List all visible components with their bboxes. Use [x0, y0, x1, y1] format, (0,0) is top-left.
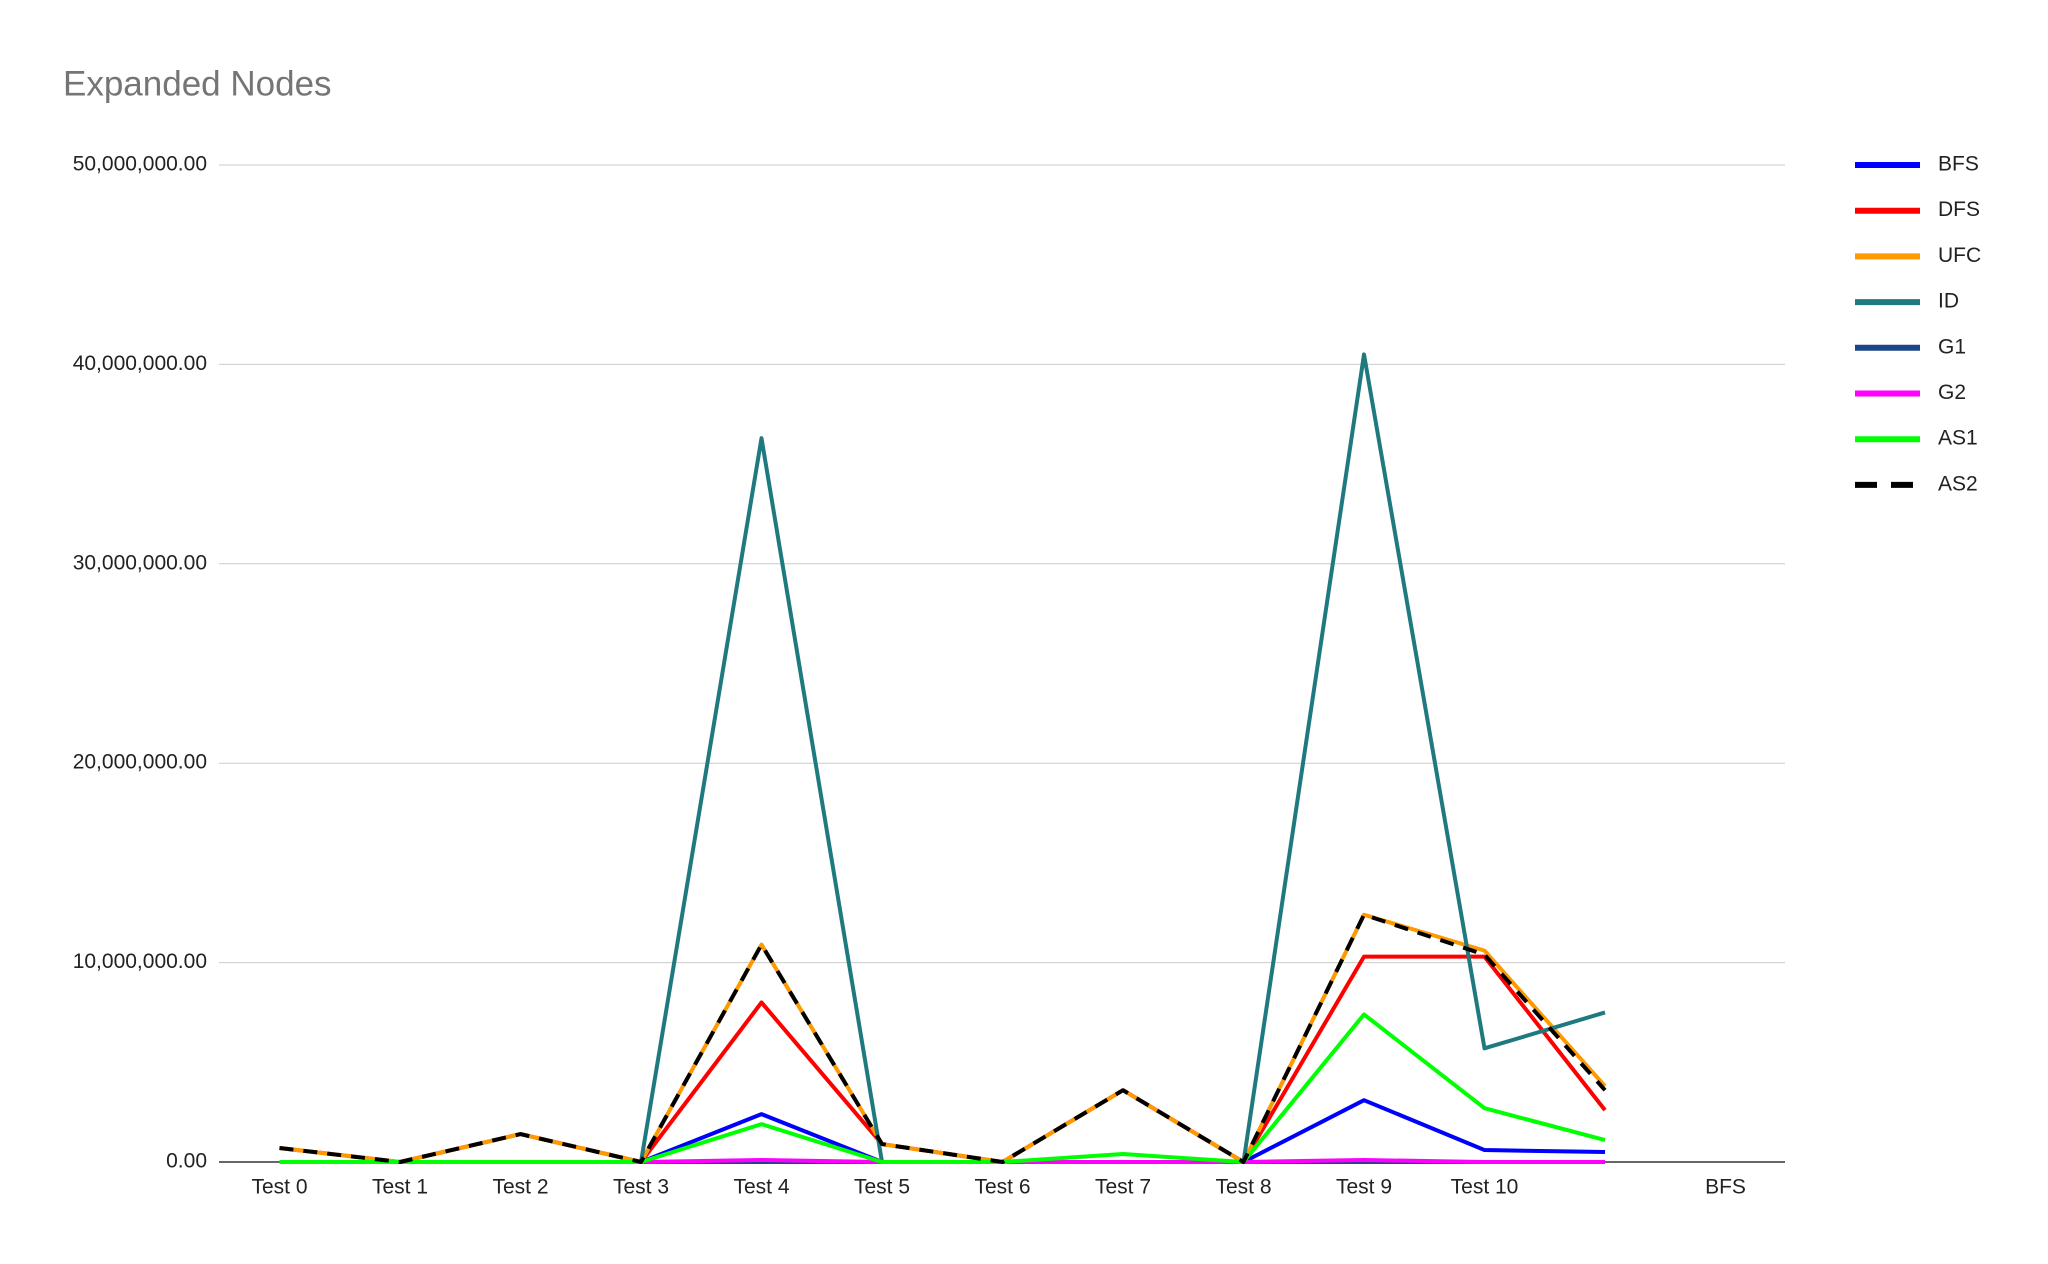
- x-tick-label: BFS: [1705, 1176, 1746, 1199]
- x-tick-label: Test 5: [854, 1176, 910, 1199]
- y-tick-label: 0.00: [166, 1150, 207, 1173]
- x-tick-label: Test 4: [733, 1176, 789, 1199]
- y-tick-label: 30,000,000.00: [73, 551, 207, 574]
- x-tick-label: Test 1: [372, 1176, 428, 1199]
- legend-label: UFC: [1938, 244, 1981, 267]
- x-tick-label: Test 9: [1336, 1176, 1392, 1199]
- legend-label: BFS: [1938, 153, 1979, 176]
- legend-label: ID: [1938, 290, 1959, 313]
- series-line: [279, 912, 1607, 1164]
- x-tick-label: Test 8: [1215, 1176, 1271, 1199]
- legend-label: G1: [1938, 335, 1966, 358]
- x-tick-label: Test 2: [492, 1176, 548, 1199]
- legend-label: DFS: [1938, 198, 1980, 221]
- legend-label: G2: [1938, 381, 1966, 404]
- x-tick-label: Test 0: [251, 1176, 307, 1199]
- y-tick-label: 40,000,000.00: [73, 352, 207, 375]
- legend-label: AS2: [1938, 472, 1978, 495]
- y-tick-label: 10,000,000.00: [73, 950, 207, 973]
- x-tick-label: Test 7: [1095, 1176, 1151, 1199]
- chart-title: Expanded Nodes: [63, 64, 332, 103]
- series-line: [279, 1012, 1606, 1164]
- series-line: [279, 912, 1607, 1164]
- series-line: [279, 352, 1606, 1164]
- series-line: [279, 954, 1607, 1164]
- y-tick-label: 20,000,000.00: [73, 751, 207, 774]
- y-tick-label: 50,000,000.00: [73, 153, 207, 176]
- legend-label: AS1: [1938, 427, 1978, 450]
- x-tick-label: Test 6: [974, 1176, 1030, 1199]
- x-tick-label: Test 10: [1451, 1176, 1519, 1199]
- x-tick-label: Test 3: [613, 1176, 669, 1199]
